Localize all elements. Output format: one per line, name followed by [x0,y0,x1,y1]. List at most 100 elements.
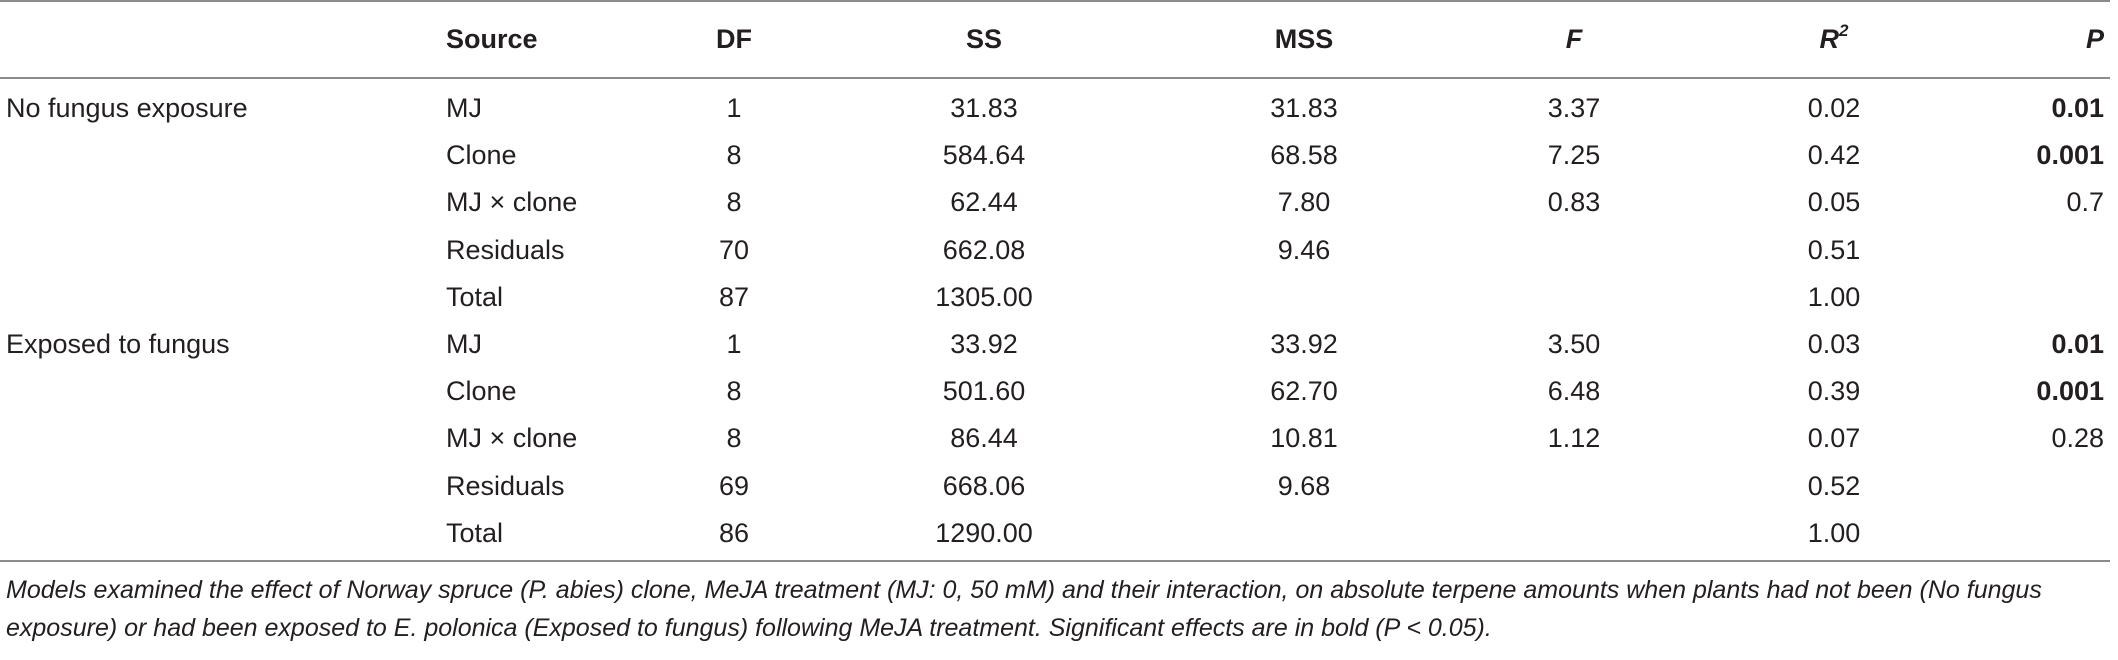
table-row: Clone 8 501.60 62.70 6.48 0.39 0.001 [0,368,2110,415]
cell-source: MJ × clone [446,187,578,218]
cell-f [1444,510,1704,565]
cell-r2: 0.05 [1807,187,1861,218]
table-bottom-rule [0,560,2110,562]
cell-r2: 1.00 [1807,281,1861,312]
header-r2-base: R [1819,24,1840,54]
table-footnote: Models examined the effect of Norway spr… [6,576,2042,642]
header-df: DF [716,24,752,54]
table-row: Exposed to fungus MJ 1 33.92 33.92 3.50 0.03 0.… [0,321,2110,368]
cell-p: 0.001 [2036,140,2104,171]
cell-r2: 0.51 [1807,234,1861,265]
cell-p: 0.28 [2051,423,2104,454]
header-p: P [2085,24,2104,54]
cell-df: 86 [718,517,750,548]
cell-group: Exposed to fungus [6,329,230,360]
cell-mss: 9.68 [1277,470,1331,501]
cell-group [0,510,444,565]
cell-mss: 10.81 [1270,423,1338,454]
cell-mss: 68.58 [1270,140,1338,171]
cell-group: No fungus exposure [6,93,248,124]
cell-df: 8 [726,187,742,218]
cell-source: MJ [446,329,482,360]
cell-p [1964,463,2110,510]
cell-f: 6.48 [1547,376,1601,407]
cell-source: Total [446,517,504,548]
cell-df: 8 [726,423,742,454]
header-ss: SS [965,24,1003,54]
table-row: MJ × clone 8 86.44 10.81 1.12 0.07 0.28 [0,415,2110,462]
cell-ss: 86.44 [950,423,1018,454]
cell-f: 1.12 [1547,423,1601,454]
cell-f [1444,463,1704,510]
anova-table-container: Source DF SS MSS F R2 P No fungus exposu… [0,1,2110,565]
cell-df: 87 [718,281,750,312]
table-row: Residuals 70 662.08 9.46 0.51 [0,227,2110,274]
cell-group [0,368,444,415]
cell-ss: 662.08 [942,234,1026,265]
cell-mss: 62.70 [1270,376,1338,407]
cell-group [0,179,444,226]
cell-group [0,274,444,321]
cell-p: 0.01 [2051,93,2104,124]
cell-p: 0.001 [2036,376,2104,407]
cell-p [1964,227,2110,274]
table-row: Clone 8 584.64 68.58 7.25 0.42 0.001 [0,132,2110,179]
cell-r2: 0.39 [1807,376,1861,407]
header-f: F [1565,24,1583,54]
anova-table: Source DF SS MSS F R2 P No fungus exposu… [0,1,2110,565]
cell-source: Clone [446,376,517,407]
cell-p: 0.01 [2051,329,2104,360]
cell-f [1444,227,1704,274]
cell-ss: 668.06 [942,470,1026,501]
cell-f: 0.83 [1547,187,1601,218]
cell-r2: 0.42 [1807,140,1861,171]
table-header: Source DF SS MSS F R2 P [0,1,2110,78]
cell-r2: 0.02 [1807,93,1861,124]
cell-ss: 1305.00 [935,281,1033,312]
cell-source: Residuals [446,234,565,265]
cell-group [0,227,444,274]
cell-ss: 31.83 [950,93,1018,124]
cell-source: MJ × clone [446,423,578,454]
table-row: No fungus exposure MJ 1 31.83 31.83 3.37 0.02 0… [0,78,2110,132]
cell-source: Clone [446,140,517,171]
cell-df: 1 [726,329,742,360]
cell-df: 1 [726,93,742,124]
cell-p [1964,510,2110,565]
header-group [0,1,444,78]
cell-group [0,463,444,510]
cell-source: Total [446,281,504,312]
cell-ss: 584.64 [942,140,1026,171]
table-row: Residuals 69 668.06 9.68 0.52 [0,463,2110,510]
header-row: Source DF SS MSS F R2 P [0,1,2110,78]
cell-df: 69 [718,470,750,501]
cell-df: 8 [726,376,742,407]
cell-group [0,415,444,462]
header-mss: MSS [1274,24,1334,54]
cell-group [0,132,444,179]
cell-mss: 7.80 [1277,187,1331,218]
cell-mss: 33.92 [1270,329,1338,360]
header-r2-superscript: 2 [1839,21,1849,40]
cell-source: MJ [446,93,482,124]
cell-p [1964,274,2110,321]
cell-df: 70 [718,234,750,265]
cell-ss: 62.44 [950,187,1018,218]
table-row: MJ × clone 8 62.44 7.80 0.83 0.05 0.7 [0,179,2110,226]
cell-mss: 9.46 [1277,234,1331,265]
cell-ss: 33.92 [950,329,1018,360]
cell-mss [1164,274,1444,321]
cell-df: 8 [726,140,742,171]
cell-mss [1164,510,1444,565]
cell-r2: 1.00 [1807,517,1861,548]
cell-ss: 501.60 [942,376,1026,407]
cell-p: 0.7 [2066,187,2104,218]
cell-r2: 0.07 [1807,423,1861,454]
table-row: Total 86 1290.00 1.00 [0,510,2110,565]
cell-f: 3.37 [1547,93,1601,124]
cell-ss: 1290.00 [935,517,1033,548]
header-source: Source [446,24,538,54]
table-row: Total 87 1305.00 1.00 [0,274,2110,321]
cell-mss: 31.83 [1270,93,1338,124]
cell-f: 7.25 [1547,140,1601,171]
